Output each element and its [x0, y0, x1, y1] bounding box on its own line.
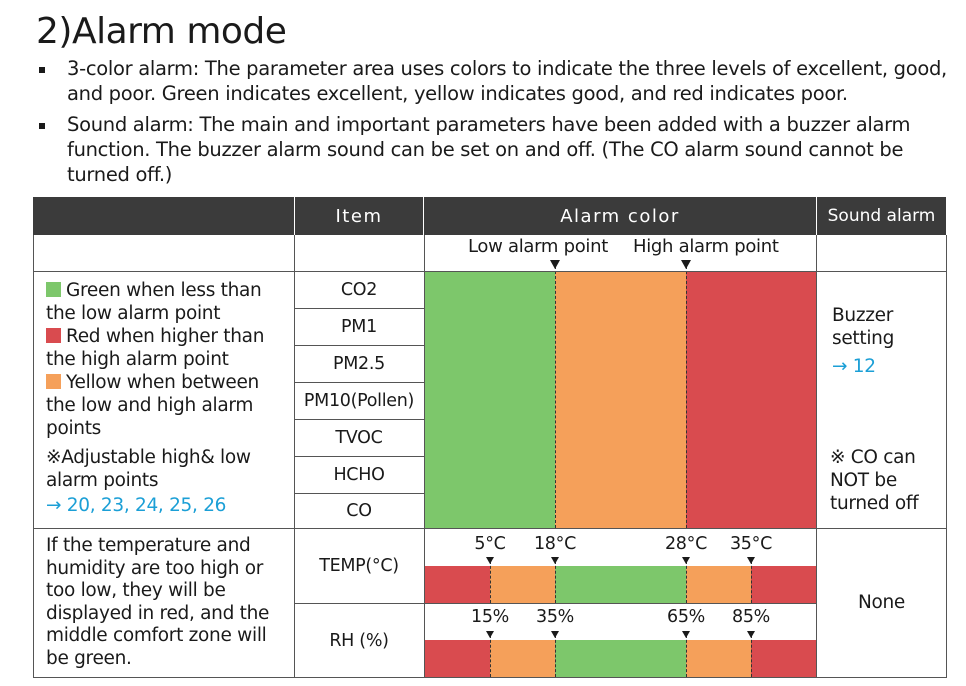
green-zone: [425, 272, 555, 528]
temp-line-2: [555, 561, 556, 603]
legend-yellow-text: Yellow when between the low and high ala…: [46, 372, 259, 439]
rh-line-1: [490, 635, 491, 677]
low-alarm-marker: [550, 260, 560, 269]
rh-line-3: [686, 635, 687, 677]
temp-marker-3: [682, 557, 690, 564]
grid-h-bottom: [33, 677, 947, 678]
item-co2: CO2: [340, 280, 378, 300]
yellow-swatch: [46, 374, 61, 389]
rh-yellow-low: [490, 640, 555, 677]
item-pm2-5: PM2.5: [333, 354, 385, 374]
rh-line-4: [751, 635, 752, 677]
section-title: Alarm mode: [71, 11, 287, 52]
legend-note: ※Adjustable high& low alarm points: [46, 447, 251, 491]
header-alarm-color: Alarm color: [424, 197, 816, 235]
legend-red: Red when higher than the high alarm poin…: [46, 325, 286, 371]
temp-line-1: [490, 561, 491, 603]
section-number: 2): [36, 11, 72, 52]
bullet-list: 3-color alarm: The parameter area uses c…: [38, 56, 948, 193]
rh-marker-2: [551, 631, 559, 638]
legend-block: Green when less than the low alarm point…: [46, 279, 286, 517]
item-pm10: PM10(Pollen): [303, 391, 415, 411]
temp-marker-4: [747, 557, 755, 564]
temp-marker-2: [551, 557, 559, 564]
header-sound-alarm: Sound alarm: [817, 197, 946, 235]
temp-yellow-high: [686, 566, 751, 603]
rh-green: [555, 640, 686, 677]
grid-v-3: [816, 235, 817, 678]
rh-red-high: [751, 640, 816, 677]
red-zone: [686, 272, 816, 528]
bullet-sound-alarm: Sound alarm: The main and important para…: [38, 112, 948, 187]
legend-green: Green when less than the low alarm point: [46, 279, 286, 325]
item-pm1: PM1: [341, 317, 377, 337]
co-sound-note: ※ CO can NOT be turned off: [830, 447, 919, 514]
green-swatch: [46, 282, 61, 297]
high-alarm-line: [686, 266, 687, 528]
low-alarm-point-label: Low alarm point: [468, 236, 608, 257]
high-alarm-point-label: High alarm point: [633, 236, 779, 257]
high-alarm-marker: [681, 260, 691, 269]
grid-h-item-2: [294, 345, 425, 346]
grid-h-item-5: [294, 456, 425, 457]
grid-v-left: [33, 235, 34, 678]
item-temp: TEMP(°C): [319, 556, 399, 576]
rh-marker-1: [486, 631, 494, 638]
grid-h-item-1: [294, 308, 425, 309]
page-title: 2)Alarm mode: [36, 8, 287, 56]
header-item: Item: [295, 197, 423, 235]
grid-h-subheader: [33, 271, 947, 272]
buzzer-setting-link[interactable]: → 12: [832, 356, 876, 377]
item-rh: RH (%): [329, 630, 389, 651]
grid-h-temp: [294, 603, 817, 604]
rh-tick-1: 15%: [471, 607, 509, 627]
bullet-three-color: 3-color alarm: The parameter area uses c…: [38, 56, 948, 106]
grid-h-main: [33, 528, 947, 529]
legend-note-link[interactable]: → 20, 23, 24, 25, 26: [46, 495, 227, 516]
sound-none: None: [857, 592, 906, 613]
rh-yellow-high: [686, 640, 751, 677]
comfort-description: If the temperature and humidity are too …: [46, 535, 270, 669]
temp-tick-3: 28°C: [664, 534, 708, 554]
grid-h-item-3: [294, 382, 425, 383]
temp-marker-1: [486, 557, 494, 564]
legend-red-text: Red when higher than the high alarm poin…: [46, 326, 265, 370]
temp-red-high: [751, 566, 816, 603]
rh-tick-4: 85%: [732, 607, 770, 627]
buzzer-setting: Buzzer setting: [832, 305, 895, 349]
temp-tick-1: 5°C: [474, 534, 506, 554]
item-co: CO: [346, 501, 372, 521]
grid-h-item-4: [294, 419, 425, 420]
rh-marker-3: [682, 631, 690, 638]
temp-yellow-low: [490, 566, 555, 603]
temp-tick-4: 35°C: [729, 534, 773, 554]
temp-green: [555, 566, 686, 603]
legend-yellow: Yellow when between the low and high ala…: [46, 371, 286, 440]
grid-h-item-6: [294, 493, 425, 494]
temp-line-3: [686, 561, 687, 603]
yellow-zone: [555, 272, 686, 528]
rh-red-low: [425, 640, 490, 677]
grid-v-right: [946, 235, 947, 678]
rh-tick-3: 65%: [667, 607, 705, 627]
item-tvoc: TVOC: [335, 428, 383, 448]
rh-marker-4: [747, 631, 755, 638]
temp-line-4: [751, 561, 752, 603]
temp-tick-2: 18°C: [533, 534, 577, 554]
item-hcho: HCHO: [333, 465, 385, 485]
legend-green-text: Green when less than the low alarm point: [46, 280, 262, 324]
red-swatch: [46, 328, 61, 343]
header-blank: [33, 197, 294, 235]
rh-tick-2: 35%: [536, 607, 574, 627]
low-alarm-line: [555, 266, 556, 528]
rh-line-2: [555, 635, 556, 677]
temp-red-low: [425, 566, 490, 603]
